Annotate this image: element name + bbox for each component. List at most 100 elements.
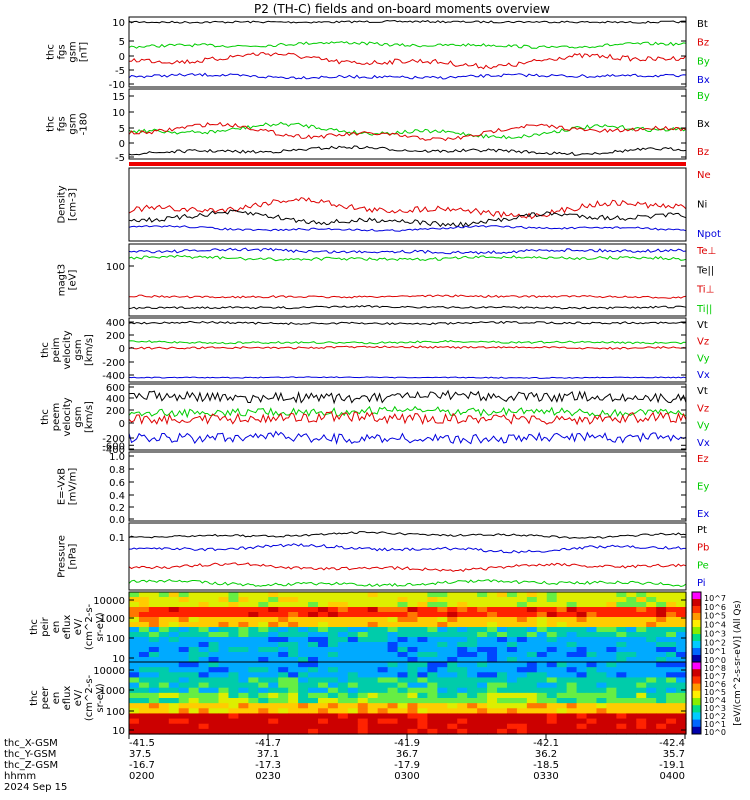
- spectrogram-cell: [626, 657, 637, 663]
- spectrogram-cell: [536, 677, 548, 684]
- spectrogram-cell: [427, 602, 438, 608]
- spectrogram-cell: [407, 687, 419, 694]
- spectrogram-cell: [308, 677, 319, 684]
- spectrogram-cell: [646, 647, 657, 653]
- spectrogram-cell: [327, 672, 339, 679]
- spectrogram-cell: [308, 637, 319, 643]
- spectrogram-cell: [198, 692, 210, 699]
- spectrogram-cell: [437, 687, 448, 694]
- spectrogram-cell: [506, 682, 518, 689]
- spectrogram-cell: [646, 698, 657, 704]
- spectrogram-cell: [546, 708, 558, 715]
- spectrogram-cell: [586, 667, 598, 673]
- axis-row-label: thc_Y-GSM: [4, 749, 56, 760]
- spectrogram-cell: [308, 607, 319, 613]
- spectrogram-cell: [576, 667, 588, 673]
- spectrogram-cell: [407, 607, 419, 613]
- spectrogram-cell: [646, 682, 657, 689]
- legend-entry: Ti⊥: [696, 285, 714, 296]
- spectrogram-cell: [218, 662, 230, 668]
- spectrogram-cell: [506, 617, 518, 623]
- spectrogram-cell: [497, 652, 508, 658]
- spectrogram-cell: [327, 677, 339, 684]
- colorbar-segment: [692, 641, 701, 649]
- spectrogram-cell: [188, 642, 200, 648]
- spectrogram-cell: [437, 657, 448, 663]
- spectrogram-cell: [268, 703, 279, 709]
- spectrogram-cell: [427, 713, 438, 720]
- spectrogram-cell: [387, 728, 399, 735]
- spectrogram-cell: [656, 667, 667, 673]
- spectrogram-cell: [536, 723, 548, 730]
- spectrogram-cell: [656, 672, 667, 679]
- series-line-By: [128, 41, 687, 49]
- spectrogram-cell: [556, 687, 568, 694]
- spectrogram-cell: [158, 698, 170, 704]
- spectrogram-cell: [308, 597, 319, 603]
- spectrogram-cell: [566, 637, 578, 643]
- spectrogram-cell: [278, 703, 289, 709]
- spectrogram-cell: [546, 687, 558, 694]
- spectrogram-cell: [427, 703, 438, 709]
- spectrogram-cell: [387, 692, 399, 699]
- colorbar-tick-label: 10^7: [704, 594, 726, 603]
- spectrogram-cell: [248, 718, 259, 725]
- spectrogram-cell: [606, 728, 617, 735]
- spectrogram-cell: [566, 682, 578, 689]
- spectrogram-cell: [497, 602, 508, 608]
- spectrogram-cell: [586, 682, 598, 689]
- spectrogram-cell: [158, 718, 170, 725]
- spectrogram-cell: [198, 708, 210, 715]
- spectrogram-cell: [566, 708, 578, 715]
- spectrogram-cell: [288, 677, 299, 684]
- spectrogram-cell: [228, 667, 240, 673]
- spectrogram-cell: [129, 642, 140, 648]
- spectrogram-cell: [606, 667, 617, 673]
- y-axis-label: peir: [40, 616, 51, 636]
- colorbar-segment: [692, 726, 701, 735]
- spectrogram-cell: [447, 682, 458, 689]
- colorbar-frame: [691, 661, 702, 735]
- spectrogram-cell: [258, 607, 269, 613]
- spectrogram-cell: [546, 592, 558, 598]
- spectrogram-cell: [129, 672, 140, 679]
- y-tick-label: 0.4: [109, 491, 125, 502]
- spectrogram-cell: [198, 602, 210, 608]
- spectrogram-cell: [457, 718, 468, 725]
- spectrogram-cell: [616, 682, 627, 689]
- spectrogram-cell: [596, 718, 608, 725]
- spectrogram-cell: [457, 723, 468, 730]
- spectrogram-cell: [666, 607, 677, 613]
- spectrogram-cell: [208, 728, 220, 735]
- spectrogram-cell: [337, 607, 349, 613]
- spectrogram-cell: [506, 703, 518, 709]
- spectrogram-cell: [228, 723, 240, 730]
- spectrogram-cell: [417, 667, 428, 673]
- spectrogram-cell: [337, 692, 349, 699]
- spectrogram-cell: [566, 602, 578, 608]
- spectrogram-cell: [536, 718, 548, 725]
- axis-row-label: thc_X-GSM: [4, 738, 58, 749]
- spectrogram-cell: [337, 597, 349, 603]
- spectrogram-cell: [546, 723, 558, 730]
- y-axis-label: E=-VxB: [57, 468, 68, 505]
- spectrogram-cell: [576, 703, 588, 709]
- spectrogram-cell: [526, 602, 538, 608]
- spectrogram-cell: [268, 662, 279, 668]
- spectrogram-cell: [288, 642, 299, 648]
- spectrogram-cell: [238, 677, 249, 684]
- spectrogram-cell: [317, 622, 329, 628]
- spectrogram-cell: [586, 652, 598, 658]
- spectrogram-cell: [407, 708, 419, 715]
- spectrogram-cell: [198, 627, 210, 633]
- spectrogram-cell: [138, 672, 150, 679]
- spectrogram-cell: [308, 698, 319, 704]
- spectrogram-cell: [377, 667, 389, 673]
- colorbar-tick-label: 10^0: [704, 728, 726, 737]
- spectrogram-cell: [347, 642, 359, 648]
- spectrogram-cell: [278, 708, 289, 715]
- spectrogram-cell: [586, 612, 598, 618]
- spectrogram-cell: [268, 728, 279, 735]
- spectrogram-cell: [238, 607, 249, 613]
